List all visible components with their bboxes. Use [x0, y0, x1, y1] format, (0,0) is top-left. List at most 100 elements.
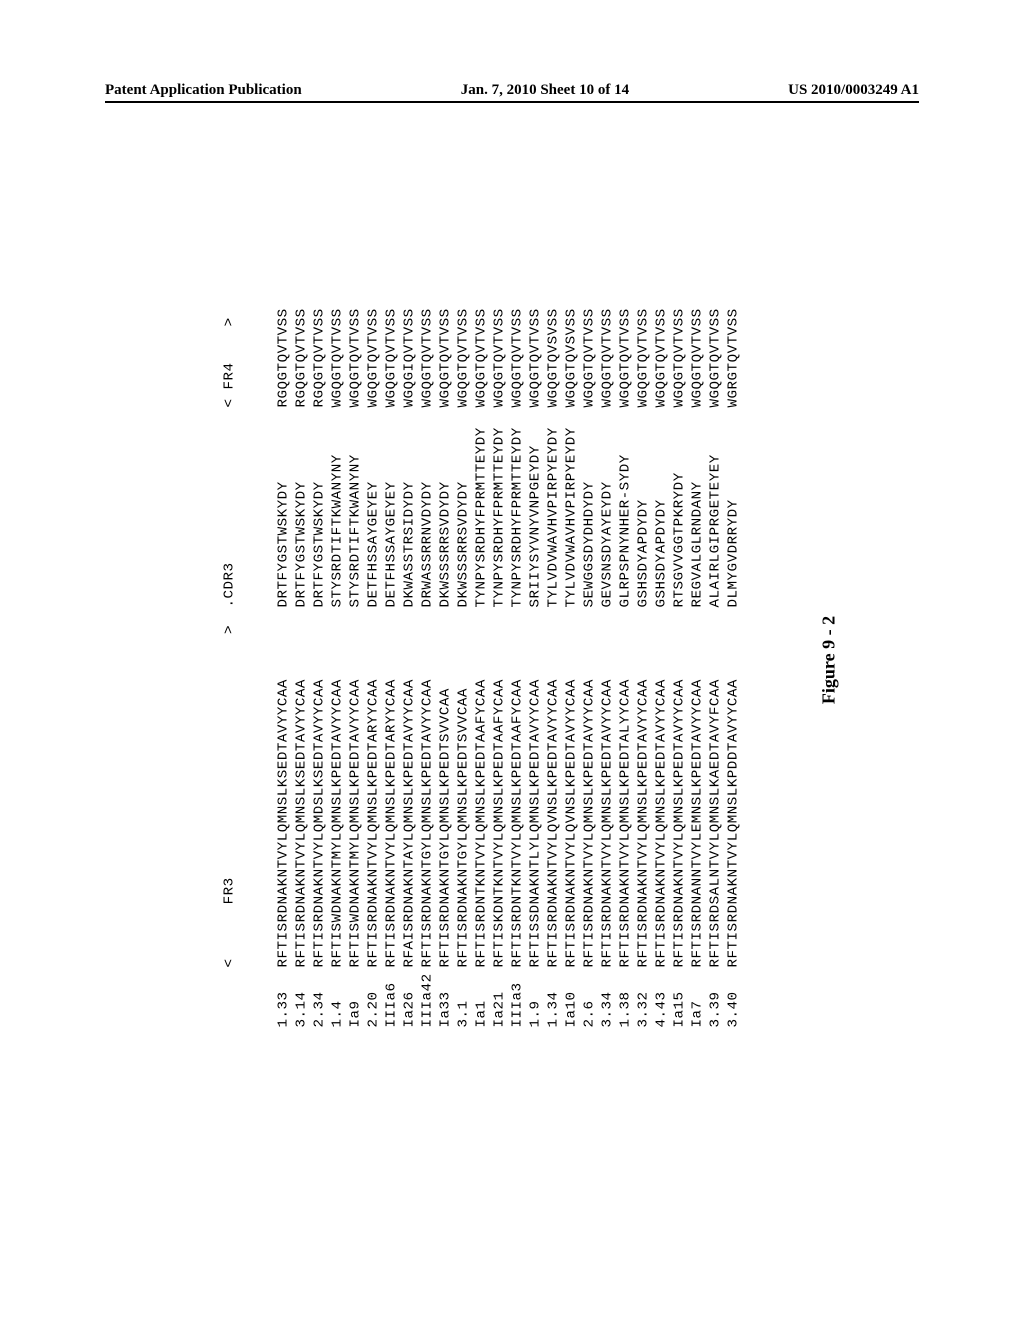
table-row: Ia10RFTISRDNAKNTVYLQVNSLKPEDTAVYYCAATYLV…: [563, 293, 581, 1028]
col-header-fr4: < FR4 >: [221, 293, 239, 408]
row-fr4: WGQGTQVSVSS: [563, 293, 581, 408]
row-id: 2.6: [581, 968, 599, 1028]
row-id: 4.43: [653, 968, 671, 1028]
row-cdr3: GSHSDYAPDYDY: [635, 408, 653, 608]
row-cdr3: GSHSDYAPDYDY: [653, 408, 671, 608]
row-fr4: WGQGTQVTVSS: [617, 293, 635, 408]
row-cdr3: GLRPSPNYNHER-SYDY: [617, 408, 635, 608]
table-row: Ia7RFTISRDNANNTVYLEMNSLKPEDTAVYYCAAREGVA…: [689, 293, 707, 1028]
row-cdr3: STYSRDTIFTKWANYNY: [347, 408, 365, 608]
row-id: Ia21: [491, 968, 509, 1028]
figure-caption: Figure 9 - 2: [819, 293, 840, 1028]
row-fr4: WGQGTQVTVSS: [347, 293, 365, 408]
header-right: US 2010/0003249 A1: [788, 82, 919, 99]
row-cdr3: DRTFYGSTWSKYDY: [293, 408, 311, 608]
table-row: Ia9RFTISWDNAKNTMYLQMNSLKPEDTAVYYCAASTYSR…: [347, 293, 365, 1028]
row-id: 3.32: [635, 968, 653, 1028]
row-id: 2.20: [365, 968, 383, 1028]
table-row: Ia15RFTISRDNAKNTVYLQMNSLKPEDTAVYYCAARTSG…: [671, 293, 689, 1028]
row-id: Ia1: [473, 968, 491, 1028]
row-cdr3: DLMYGVDRRYDY: [725, 408, 743, 608]
table-row: 1.9RFTISSDNAKNTLYLQMNSLKPEDTAVYYCAASRIIY…: [527, 293, 545, 1028]
row-fr3: RFTISRDNAKNTGYLQMNSLKPEDTAVYYCAA: [419, 608, 437, 968]
row-id: 1.38: [617, 968, 635, 1028]
table-row: 2.34RFTISRDNAKNTVYLQMDSLKSEDTAVYYCAADRTF…: [311, 293, 329, 1028]
row-id: 3.14: [293, 968, 311, 1028]
row-id: Ia15: [671, 968, 689, 1028]
row-fr4: WGQGTQVTVSS: [419, 293, 437, 408]
row-fr4: WGQGTQVTVSS: [707, 293, 725, 408]
header-left: Patent Application Publication: [105, 82, 302, 99]
col-header-fr3: < FR3 >: [221, 608, 239, 968]
table-row: 3.40RFTISRDNAKNTVYLQMNSLKPDDTAVYYCAADLMY…: [725, 293, 743, 1028]
table-row: 2.6RFTISRDNAKNTVYLQMNSLKPEDTAVYYCAASEWGG…: [581, 293, 599, 1028]
row-fr4: WGQGTQVTVSS: [329, 293, 347, 408]
table-row: 1.38RFTISRDNAKNTVYLQMNSLKPEDTALYYCAAGLRP…: [617, 293, 635, 1028]
row-id: Ia9: [347, 968, 365, 1028]
row-fr3: RFTISRDNAKNTGYLQMNSLKPEDTSVVCAA: [455, 608, 473, 968]
row-fr3: RFTISRDNAKNTVYLQMNSLKPDDTAVYYCAA: [725, 608, 743, 968]
row-fr3: RFTISKDNTKNTVYLQMNSLKPEDTAAFYCAA: [491, 608, 509, 968]
row-fr3: RFTISRDNAKNTVYLQMNSLKPEDTARYYCAA: [365, 608, 383, 968]
row-fr4: WGQGTQVTVSS: [581, 293, 599, 408]
row-cdr3: DKWASSTRSIDYDY: [401, 408, 419, 608]
row-fr3: RFTISRDNAKNTVYLQMNSLKPEDTAVYYCAA: [581, 608, 599, 968]
col-header-cdr3: .CDR3: [221, 408, 239, 608]
row-cdr3: DRTFYGSTWSKYDY: [311, 408, 329, 608]
row-fr3: RFTISRDNAKNTVYLQVNSLKPEDTAVYYCAA: [545, 608, 563, 968]
row-fr4: WGQGTQVTVSS: [599, 293, 617, 408]
table-row: 3.14RFTISRDNAKNTVYLQMNSLKSEDTAVYYCAADRTF…: [293, 293, 311, 1028]
row-id: Ia26: [401, 968, 419, 1028]
row-fr4: RGQGTQVTVSS: [275, 293, 293, 408]
table-row: 1.34RFTISRDNAKNTVYLQVNSLKPEDTAVYYCAATYLV…: [545, 293, 563, 1028]
row-fr4: RGQGTQVTVSS: [311, 293, 329, 408]
row-fr3: RFTISRDNAKNTVYLQMNSLKSEDTAVYYCAA: [275, 608, 293, 968]
row-fr4: WGQGTQVTVSS: [653, 293, 671, 408]
row-fr3: RFTISWDNAKNTMYLQMNSLKPEDTAVYYCAA: [329, 608, 347, 968]
row-id: 1.4: [329, 968, 347, 1028]
table-row: IIIa6RFTISRDNAKNTVYLQMNSLKPEDTARYYCAADET…: [383, 293, 401, 1028]
header-center: Jan. 7, 2010 Sheet 10 of 14: [461, 82, 629, 99]
row-cdr3: DETFHSSAYGEYEY: [365, 408, 383, 608]
row-cdr3: DRTFYGSTWSKYDY: [275, 408, 293, 608]
row-fr4: WGQGTQVTVSS: [437, 293, 455, 408]
row-cdr3: GEVSNSDYAYEYDY: [599, 408, 617, 608]
table-row: 1.4RFTISWDNAKNTMYLQMNSLKPEDTAVYYCAASTYSR…: [329, 293, 347, 1028]
table-row: 3.39RFTISRDSALNTVYLQMNSLKAEDTAVYFCAAALAI…: [707, 293, 725, 1028]
row-fr4: WGQGTQVTVSS: [473, 293, 491, 408]
page-header: Patent Application Publication Jan. 7, 2…: [105, 82, 919, 103]
row-cdr3: TYNPYSRDHYFPRMTTEYDY: [473, 408, 491, 608]
row-fr3: RFTISRDNAKNTVYLQMNSLKPEDTAVYYCAA: [653, 608, 671, 968]
row-fr4: WGQGTQVTVSS: [455, 293, 473, 408]
table-row: IIIa42RFTISRDNAKNTGYLQMNSLKPEDTAVYYCAADR…: [419, 293, 437, 1028]
row-cdr3: DETFHSSAYGEYEY: [383, 408, 401, 608]
row-fr4: WGQGTQVTVSS: [491, 293, 509, 408]
row-fr3: RFTISRDNAKNTVYLQVNSLKPEDTAVYYCAA: [563, 608, 581, 968]
row-cdr3: DKWSSSRRSVDYDY: [437, 408, 455, 608]
row-fr3: RFTISRDNTKNTVYLQMNSLKPEDTAAFYCAA: [509, 608, 527, 968]
table-row: 1.33RFTISRDNAKNTVYLQMNSLKSEDTAVYYCAADRTF…: [275, 293, 293, 1028]
row-cdr3: TYLVDVWAVHVPIRPYEYDY: [545, 408, 563, 608]
row-fr4: WGQGTQVTVSS: [383, 293, 401, 408]
col-header-id: [221, 968, 239, 1028]
row-id: 1.9: [527, 968, 545, 1028]
row-fr4: WGQGIQVTVSS: [401, 293, 419, 408]
row-fr4: WGQGTQVTVSS: [527, 293, 545, 408]
row-fr4: WGQGTQVTVSS: [635, 293, 653, 408]
row-cdr3: TYNPYSRDHYFPRMTTEYDY: [509, 408, 527, 608]
row-id: IIIa6: [383, 968, 401, 1028]
row-fr4: RGQGTQVTVSS: [293, 293, 311, 408]
row-fr4: WGQGTQVTVSS: [509, 293, 527, 408]
row-fr4: WGQGTQVSVSS: [545, 293, 563, 408]
row-fr3: RFTISRDSALNTVYLQMNSLKAEDTAVYFCAA: [707, 608, 725, 968]
table-row: IIIa3RFTISRDNTKNTVYLQMNSLKPEDTAAFYCAATYN…: [509, 293, 527, 1028]
figure-content: < FR3 > .CDR3 < FR4 > 1.33RFTISRDNAKNTVY…: [185, 293, 840, 1028]
row-id: 1.34: [545, 968, 563, 1028]
row-cdr3: REGVALGLRNDANY: [689, 408, 707, 608]
table-header-row: < FR3 > .CDR3 < FR4 >: [221, 293, 239, 1028]
row-cdr3: ALAIRLGIPRGETEYEY: [707, 408, 725, 608]
row-fr3: RFTISRDNAKNTVYLQMNSLKSEDTAVYYCAA: [293, 608, 311, 968]
table-row: 3.32RFTISRDNAKNTVYLQMNSLKPEDTAVYYCAAGSHS…: [635, 293, 653, 1028]
row-cdr3: STYSRDTIFTKWANYNY: [329, 408, 347, 608]
row-id: Ia10: [563, 968, 581, 1028]
